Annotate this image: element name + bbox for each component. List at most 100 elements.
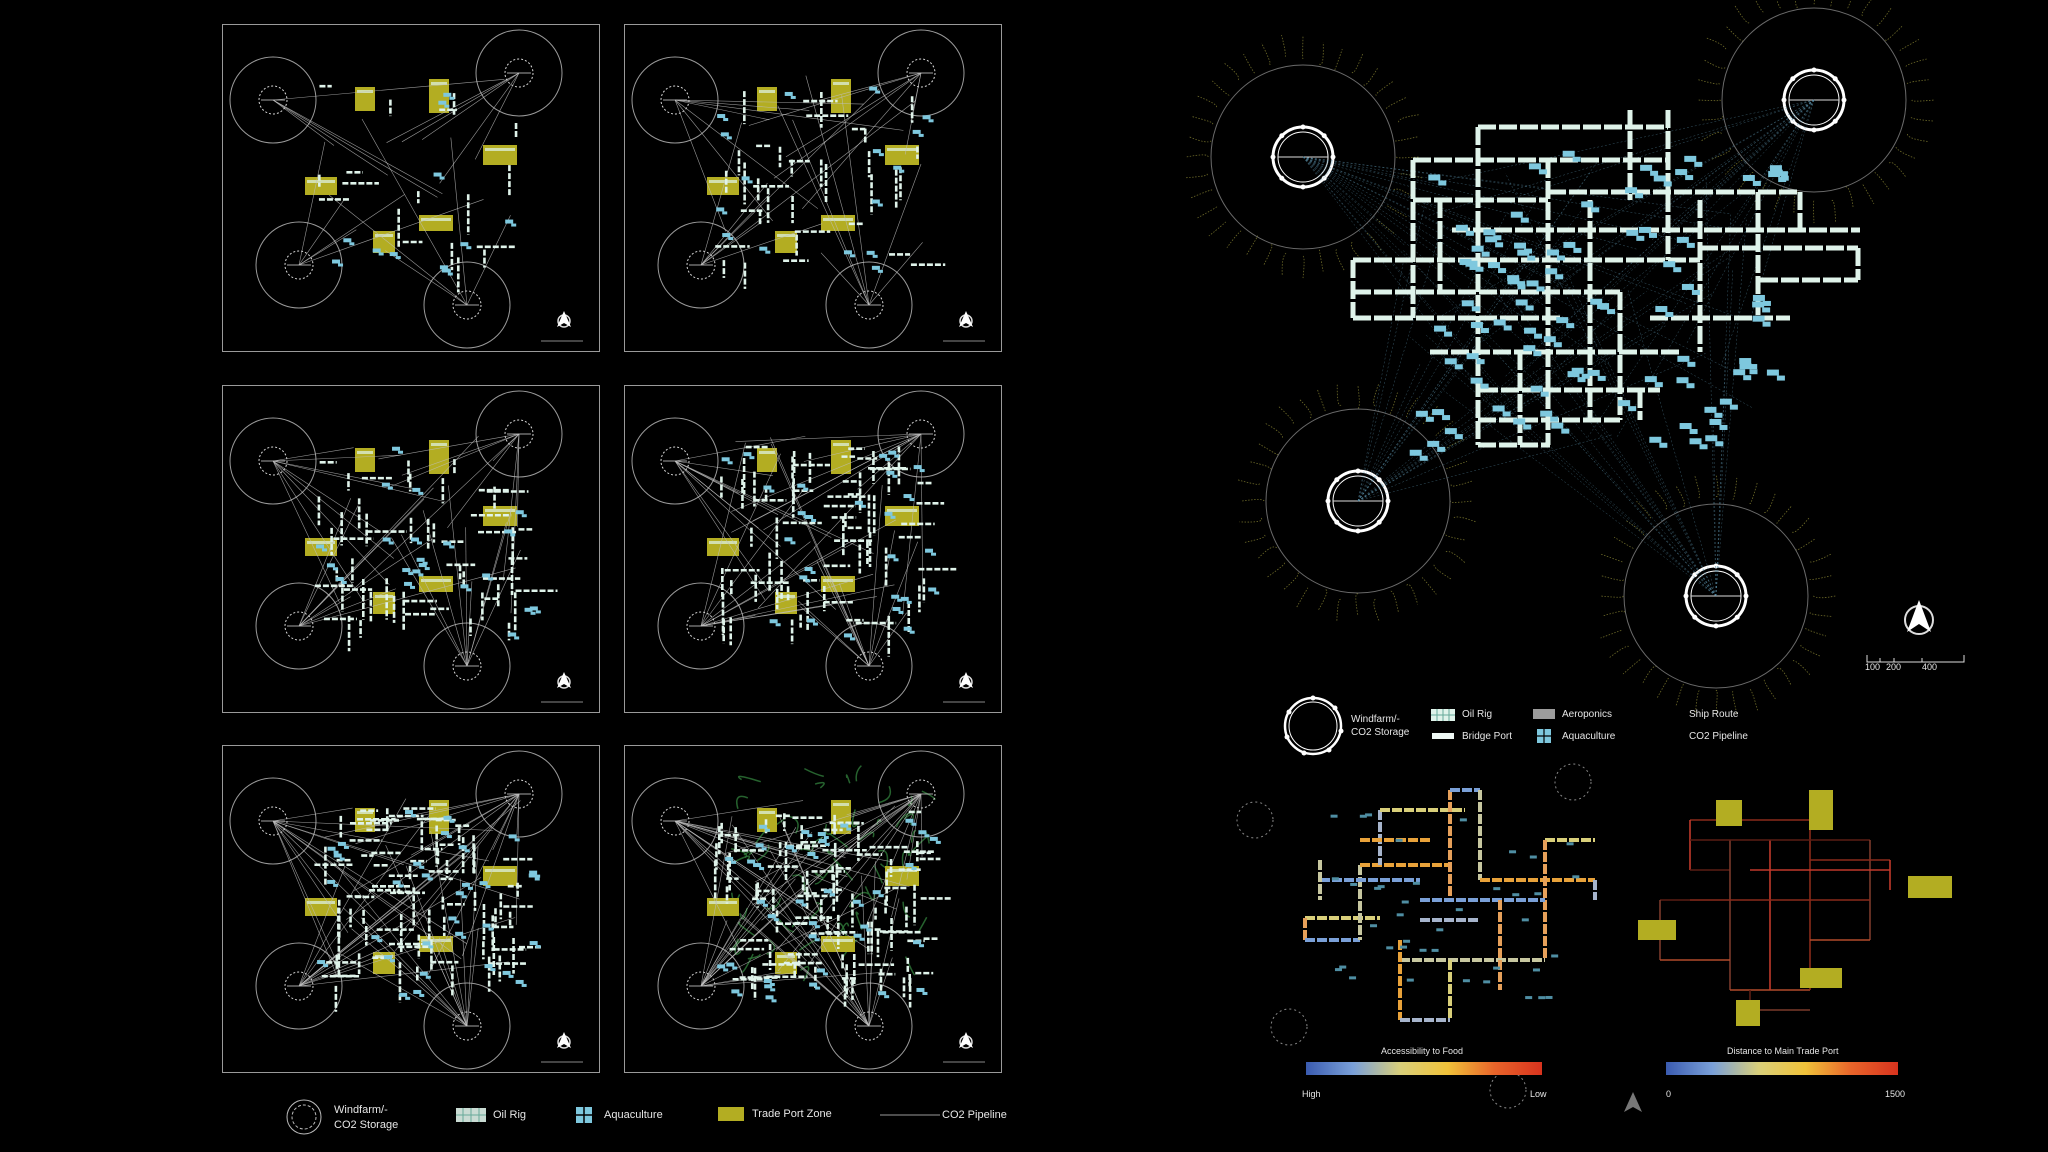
main-co2-pipeline [1437, 99, 1815, 318]
aquaculture-unit [903, 494, 912, 499]
co2-pipeline [868, 898, 900, 1027]
aquaculture-unit [404, 581, 413, 586]
main-aquaculture-unit [1428, 174, 1447, 186]
co2-pipeline [272, 99, 335, 146]
trade-port-zone [831, 79, 851, 113]
co2-pipeline [272, 807, 353, 822]
main-aquaculture-unit [1528, 163, 1547, 175]
aquaculture-unit [402, 568, 411, 573]
aquaculture-unit [853, 933, 862, 938]
aquaculture-unit [337, 841, 346, 846]
main-aquaculture-unit [1625, 187, 1644, 199]
co2-pipeline [777, 793, 922, 972]
aquaculture-unit [797, 511, 806, 516]
co2-pipeline [700, 519, 896, 627]
co2-pipeline [272, 820, 520, 900]
co2-pipeline [298, 199, 484, 266]
main-co2-pipeline [1357, 291, 1647, 502]
aquaculture-unit [405, 810, 414, 815]
accessibility-aquaculture [1349, 976, 1357, 980]
aquaculture-unit [806, 618, 815, 623]
main-aquaculture-unit [1705, 435, 1724, 447]
co2-pipeline [674, 460, 759, 529]
accessibility-aquaculture [1483, 980, 1491, 984]
main-co2-pipeline [1302, 156, 1732, 215]
aquaculture-unit [807, 851, 816, 856]
co2-pipeline [700, 831, 813, 987]
aquaculture-unit [441, 268, 450, 273]
aquaculture-unit [741, 176, 750, 181]
main-aquaculture-unit [1507, 278, 1526, 290]
accessibility-aquaculture [1551, 954, 1559, 958]
aquaculture-unit [903, 626, 912, 631]
aquaculture-unit [886, 470, 895, 475]
co2-pipeline [272, 820, 420, 925]
main-co2-pipeline [1715, 268, 1734, 597]
main-aquaculture-unit [1556, 317, 1575, 329]
accessibility-aquaculture [1545, 995, 1553, 999]
distance-trade-port-zone [1638, 920, 1676, 940]
aquaculture-unit [764, 984, 773, 989]
aquaculture-unit [785, 845, 794, 850]
co2-pipeline [731, 433, 922, 533]
accessibility-aquaculture [1395, 838, 1403, 842]
main-co2-pipeline [1532, 371, 1717, 597]
aquaculture-unit [918, 830, 927, 835]
main-aquaculture-unit [1587, 369, 1606, 381]
main-aquaculture-unit [1644, 376, 1663, 388]
aquaculture-unit [878, 991, 887, 996]
main-aquaculture-unit [1676, 236, 1695, 248]
co2-pipeline [735, 433, 922, 442]
co2-pipeline [439, 72, 520, 184]
co2-pipeline [450, 137, 468, 306]
co2-pipeline [674, 820, 910, 888]
stage-panel-6 [624, 745, 1002, 1073]
co2-pipeline [741, 914, 870, 1027]
aquaculture-unit [479, 881, 488, 886]
aquaculture-unit [872, 890, 881, 895]
main-aquaculture-unit [1742, 174, 1761, 186]
co2-pipeline [700, 453, 781, 627]
aquaculture-unit [808, 934, 817, 939]
aquaculture-unit [913, 465, 922, 470]
co2-pipeline [674, 820, 740, 949]
aquaculture-unit [383, 955, 392, 960]
co2-pipeline [868, 612, 907, 667]
co2-pipeline [674, 800, 804, 822]
main-aquaculture-unit [1752, 294, 1771, 306]
co2-pipeline [674, 820, 824, 951]
main-aquaculture-unit [1510, 211, 1529, 223]
stage-panel-4 [624, 385, 1002, 713]
co2-pipeline [272, 460, 390, 585]
aquaculture-unit [343, 238, 352, 243]
trade-port-zone [429, 440, 449, 474]
legend-aquaculture-label-large: Aquaculture [1562, 731, 1616, 742]
aquaculture-unit [317, 960, 326, 965]
main-windfarm-2 [1696, 0, 1935, 224]
co2-pipeline [298, 588, 396, 627]
accessibility-aquaculture [1509, 850, 1517, 854]
main-co2-pipeline [1357, 353, 1706, 502]
main-aquaculture-unit [1739, 363, 1758, 375]
aquaculture-unit [871, 265, 880, 270]
co2-pipeline [401, 433, 520, 476]
co2-pipeline [760, 899, 870, 1027]
aquaculture-unit [922, 115, 931, 120]
co2-pipeline [816, 561, 870, 667]
aquaculture-unit [928, 587, 937, 592]
aquaculture-unit [529, 606, 538, 611]
main-co2-pipeline [1559, 99, 1815, 366]
main-aquaculture-unit [1517, 249, 1536, 261]
accessibility-aquaculture [1419, 948, 1427, 952]
aquaculture-unit [443, 541, 452, 546]
main-co2-pipeline [1357, 255, 1543, 502]
co2-pipeline [674, 820, 807, 962]
co2-pipeline [674, 435, 806, 462]
co2-pipeline [700, 861, 785, 987]
legend-trade-port-label: Trade Port Zone [752, 1108, 832, 1120]
aquaculture-unit [795, 899, 804, 904]
scale-label-400: 400 [1922, 662, 1938, 672]
aquaculture-unit [743, 452, 752, 457]
co2-pipeline [372, 793, 520, 824]
